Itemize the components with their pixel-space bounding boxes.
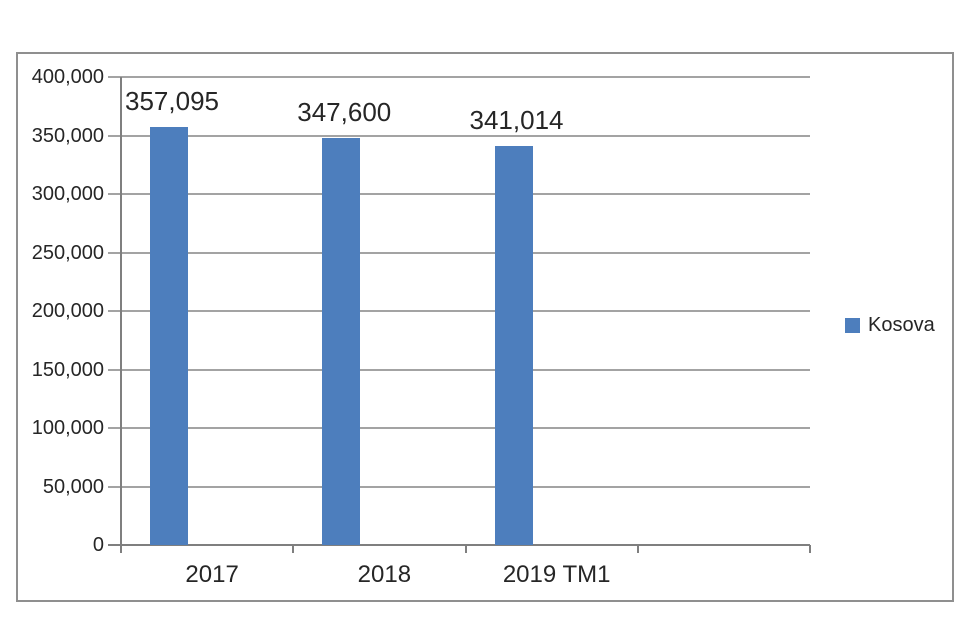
gridline — [108, 368, 810, 371]
y-axis-tick-label: 100,000 — [31, 417, 104, 439]
x-axis-tick — [636, 545, 639, 553]
x-axis-line — [108, 544, 810, 546]
gridline — [108, 251, 810, 254]
x-axis-tick — [464, 545, 467, 553]
x-axis-category-label: 2017 — [185, 561, 239, 588]
bar-value-label: 347,600 — [297, 97, 392, 128]
bar-value-label: 357,095 — [125, 86, 219, 117]
x-axis-tick — [292, 545, 295, 553]
y-axis-tick-label: 200,000 — [31, 300, 104, 322]
gridline — [108, 427, 810, 429]
y-axis-tick-label: 350,000 — [31, 124, 104, 147]
bar — [150, 127, 188, 545]
gridline — [108, 134, 810, 137]
gridline — [108, 310, 810, 312]
x-axis-category-label: 2018 — [357, 561, 412, 588]
legend-swatch-icon — [845, 318, 860, 333]
x-axis-category-label: 2019 TM1 — [502, 561, 611, 588]
gridline — [108, 485, 810, 488]
bar — [322, 138, 361, 545]
y-axis-tick-label: 0 — [92, 534, 104, 556]
y-axis-tick-label: 150,000 — [31, 358, 104, 381]
legend-series-label: Kosova — [868, 314, 935, 336]
x-axis-tick — [809, 545, 811, 553]
legend: Kosova — [845, 315, 935, 336]
y-axis-tick-label: 300,000 — [31, 183, 104, 205]
y-axis-tick-label: 400,000 — [31, 66, 104, 88]
gridline — [108, 76, 810, 78]
x-axis-tick — [120, 545, 122, 553]
bar-value-label: 341,014 — [469, 105, 564, 135]
y-axis-line — [120, 77, 122, 546]
gridline — [108, 193, 810, 195]
y-axis-tick-label: 50,000 — [42, 475, 104, 498]
y-axis-tick-label: 250,000 — [31, 241, 104, 264]
bar — [494, 146, 533, 545]
